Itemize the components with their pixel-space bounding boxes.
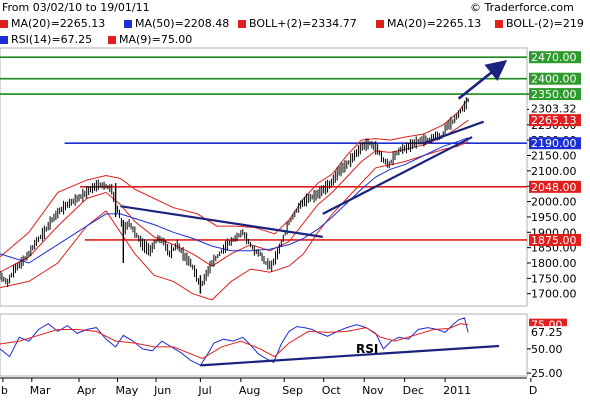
x-tick-label: Jun — [153, 384, 171, 397]
rsi-current-label: 67.25 — [531, 326, 563, 339]
rsi-ma-line — [0, 323, 469, 360]
x-tick-label: Mar — [30, 384, 51, 397]
x-tick-label: 2011 — [443, 384, 471, 397]
x-tick-label: D — [529, 384, 537, 397]
legend-label: BOLL+(2)=2334.77 — [249, 17, 357, 30]
legend-item: BOLL+(2)=2334.77 — [238, 17, 357, 30]
level-label-box — [529, 72, 581, 85]
level-label-box — [529, 137, 581, 150]
x-tick-label: Nov — [362, 384, 384, 397]
series-line — [0, 141, 469, 301]
date-range: From 03/02/10 to 19/01/11 — [2, 1, 150, 14]
rsi-line — [0, 317, 469, 366]
price-panel: 1700.001750.001800.001850.001900.001950.… — [0, 47, 581, 307]
x-tick-label: b — [1, 384, 8, 397]
legend-swatch — [238, 20, 246, 28]
legend-label: RSI(14)=67.25 — [11, 33, 93, 46]
level-label: 2350.00 — [531, 88, 577, 101]
level-label: 2470.00 — [531, 51, 577, 64]
legend-item: MA(50)=2208.48 — [124, 17, 229, 30]
x-tick-label: May — [116, 384, 139, 397]
y-tick-label: 2100.00 — [531, 165, 577, 178]
legend-label: BOLL-(2)=219 — [506, 17, 584, 30]
rsi-panel-frame — [0, 313, 528, 377]
rsi-trend-line — [200, 344, 500, 367]
legend-item: MA(9)=75.00 — [108, 33, 192, 46]
level-label: 1875.00 — [531, 234, 577, 247]
legend-swatch — [495, 20, 503, 28]
y-tick-label: 1700.00 — [531, 288, 577, 301]
level-label: 2048.00 — [531, 181, 577, 194]
current-label: 2303.32 — [531, 102, 577, 115]
series-line — [0, 137, 469, 264]
level-label-box — [529, 51, 581, 64]
rsi-current-box — [529, 326, 567, 339]
projection-arrow — [457, 59, 508, 100]
legend-label: MA(20)=2265.13 — [387, 17, 482, 30]
level-label-box — [529, 233, 581, 246]
current-label-box — [529, 114, 581, 127]
legend-swatch — [108, 36, 116, 44]
y-tick-label: 1950.00 — [531, 211, 577, 224]
series-line — [0, 98, 469, 258]
legend-item: MA(20)=2265.13 — [376, 17, 481, 30]
current-label: 2265.13 — [531, 114, 577, 127]
legend-label: MA(9)=75.00 — [119, 33, 193, 46]
y-tick-label: 2150.00 — [531, 150, 577, 163]
legend-swatch — [124, 20, 132, 28]
chart-header: From 03/02/10 to 19/01/11 © Traderforce.… — [0, 0, 590, 48]
brand-credit: © Traderforce.com — [470, 1, 574, 14]
x-tick-label: Sep — [282, 384, 303, 397]
trend-line — [120, 205, 323, 238]
legend-item: RSI(14)=67.25 — [0, 33, 92, 46]
x-tick-label: Jul — [197, 384, 211, 397]
rsi-y-tick-label: 50.00 — [531, 343, 563, 356]
series-line — [0, 119, 469, 273]
x-tick-label: Oct — [322, 384, 342, 397]
y-tick-label: 2000.00 — [531, 196, 577, 209]
x-tick-label: Apr — [77, 384, 97, 397]
rsi-title: RSI — [356, 342, 378, 356]
x-tick-label: Dec — [403, 384, 424, 397]
legend-item: MA(20)=2265.13 — [0, 17, 105, 30]
level-label: 2190.00 — [531, 137, 577, 150]
level-label-box — [529, 88, 581, 101]
legend-swatch — [0, 36, 8, 44]
legend-item: BOLL-(2)=219 — [495, 17, 584, 30]
x-tick-label: Aug — [239, 384, 260, 397]
price-panel-frame — [0, 47, 528, 307]
legend-label: MA(50)=2208.48 — [135, 17, 230, 30]
legend-swatch — [376, 20, 384, 28]
level-label-box — [529, 180, 581, 193]
level-label: 2400.00 — [531, 73, 577, 86]
x-axis: b Mar Apr May Jun Jul Aug Sep Oct Nov Dec 2011 D — [0, 377, 537, 397]
current-label-box — [529, 102, 581, 115]
rsi-y-tick-label: 25.00 — [531, 367, 563, 380]
trend-line — [423, 120, 485, 145]
trend-line — [322, 136, 473, 215]
y-tick-label: 1750.00 — [531, 272, 577, 285]
legend-label: MA(20)=2265.13 — [11, 17, 106, 30]
legend-swatch — [0, 20, 8, 28]
y-tick-label: 1800.00 — [531, 257, 577, 270]
